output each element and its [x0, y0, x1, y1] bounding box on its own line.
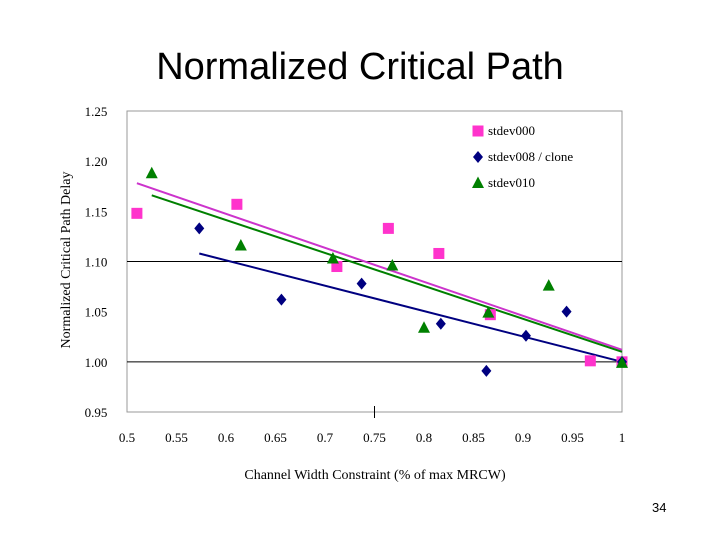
data-point — [584, 355, 596, 367]
data-point — [542, 279, 555, 291]
x-tick-label: 0.7 — [317, 430, 334, 445]
x-axis-label: Channel Width Constraint (% of max MRCW) — [244, 468, 506, 483]
data-point — [145, 166, 158, 179]
data-point — [276, 293, 287, 306]
data-point — [231, 198, 243, 210]
x-tick-label: 0.5 — [119, 430, 135, 445]
x-tick-label: 0.65 — [264, 430, 287, 445]
y-tick-label: 1.10 — [85, 255, 108, 270]
y-tick-label: 1.05 — [85, 305, 108, 320]
legend: stdev000 stdev008 / clone stdev010 — [472, 123, 573, 190]
data-point — [481, 364, 492, 377]
data-point — [435, 317, 446, 330]
data-point — [194, 222, 205, 235]
legend-marker — [472, 176, 484, 188]
y-tick-label: 1.15 — [85, 204, 108, 219]
legend-marker — [473, 151, 483, 163]
x-tick-label: 0.8 — [416, 430, 432, 445]
x-tick-label: 0.95 — [561, 430, 584, 445]
y-tick-label: 1.00 — [85, 355, 108, 370]
trend-line — [151, 194, 623, 353]
reference-lines — [127, 261, 622, 363]
data-point — [382, 222, 394, 234]
x-tick-label: 1 — [619, 430, 626, 445]
data-point — [616, 356, 628, 368]
trend-lines — [136, 182, 623, 363]
trend-line — [136, 182, 623, 351]
legend-entry: stdev010 — [488, 175, 535, 190]
trend-line — [199, 252, 623, 363]
x-tick-label: 0.85 — [462, 430, 485, 445]
legend-entry: stdev008 / clone — [488, 149, 573, 164]
x-tick-label: 0.55 — [165, 430, 188, 445]
x-tick-label: 0.9 — [515, 430, 531, 445]
x-tick-label: 0.75 — [363, 430, 386, 445]
data-point — [131, 207, 143, 219]
data-point — [326, 251, 339, 264]
data-markers — [131, 166, 628, 377]
y-axis-label: Normalized Critical Path Delay — [59, 172, 74, 349]
y-tick-label: 1.20 — [85, 154, 108, 169]
data-point — [386, 259, 399, 271]
data-point — [520, 329, 531, 342]
y-tick-label: 1.25 — [85, 104, 108, 119]
data-point — [433, 247, 445, 259]
data-point — [356, 277, 367, 290]
x-tick-label: 0.6 — [218, 430, 235, 445]
data-point — [331, 261, 343, 273]
legend-entry: stdev000 — [488, 123, 535, 138]
data-point — [561, 305, 572, 318]
y-axis: 1.25 1.20 1.15 1.10 1.05 1.00 0.95 — [85, 104, 108, 420]
legend-marker — [472, 125, 484, 137]
y-tick-label: 0.95 — [85, 405, 108, 420]
data-point — [482, 306, 495, 318]
data-point — [234, 238, 247, 251]
data-point — [418, 321, 430, 333]
slide-title: Normalized Critical Path — [156, 46, 564, 88]
page-number: 34 — [652, 500, 667, 515]
x-axis: 0.5 0.55 0.6 0.65 0.7 0.75 0.8 0.85 0.9 0.95 1 — [119, 406, 625, 445]
